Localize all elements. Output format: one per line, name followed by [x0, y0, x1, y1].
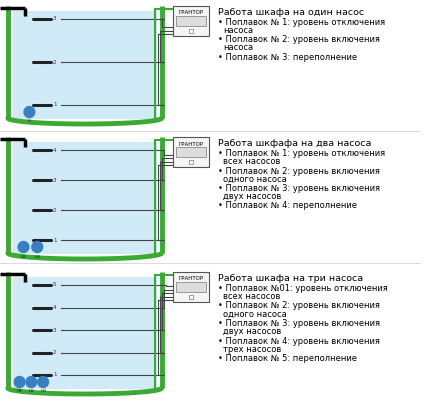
Text: ГРАНТОР: ГРАНТОР: [178, 141, 204, 147]
Circle shape: [14, 376, 25, 388]
FancyBboxPatch shape: [173, 137, 209, 167]
Text: Н2: Н2: [28, 390, 34, 393]
Text: • Поплавок №01: уровень отключения: • Поплавок №01: уровень отключения: [218, 284, 387, 293]
Text: насоса: насоса: [224, 26, 254, 35]
Text: • Поплавок № 4: переполнение: • Поплавок № 4: переполнение: [218, 202, 356, 210]
Text: одного насоса: одного насоса: [224, 310, 287, 318]
Circle shape: [24, 106, 35, 118]
Circle shape: [18, 241, 29, 253]
Circle shape: [38, 376, 49, 388]
Text: • Поплавок № 1: уровень отключения: • Поплавок № 1: уровень отключения: [218, 18, 385, 27]
FancyBboxPatch shape: [189, 160, 193, 164]
Text: Работа шкафа на один насос: Работа шкафа на один насос: [218, 8, 364, 17]
Polygon shape: [13, 277, 157, 389]
Text: • Поплавок № 4: уровень включения: • Поплавок № 4: уровень включения: [218, 337, 379, 345]
Text: 3: 3: [53, 328, 56, 332]
Text: насоса: насоса: [224, 44, 254, 52]
Text: одного насоса: одного насоса: [224, 174, 287, 183]
Text: трех насосов: трех насосов: [224, 345, 282, 353]
Text: 1: 1: [53, 102, 56, 108]
Text: • Поплавок № 2: уровень включения: • Поплавок № 2: уровень включения: [218, 35, 379, 44]
Text: 3: 3: [53, 17, 56, 21]
Text: двух насосов: двух насосов: [224, 192, 282, 201]
Circle shape: [32, 241, 43, 253]
Text: Н: Н: [28, 120, 31, 123]
Text: всех насосов: всех насосов: [224, 292, 281, 301]
Text: 1: 1: [53, 237, 56, 243]
Circle shape: [26, 376, 37, 388]
Text: 2: 2: [53, 60, 56, 64]
Text: 2: 2: [53, 350, 56, 355]
Text: 4: 4: [53, 305, 56, 310]
Text: • Поплавок № 1: уровень отключения: • Поплавок № 1: уровень отключения: [218, 149, 385, 158]
FancyBboxPatch shape: [189, 29, 193, 33]
Text: • Поплавок № 3: переполнение: • Поплавок № 3: переполнение: [218, 53, 357, 62]
FancyBboxPatch shape: [176, 147, 206, 157]
FancyBboxPatch shape: [173, 6, 209, 36]
FancyBboxPatch shape: [176, 282, 206, 292]
Text: Работа шкафа на три насоса: Работа шкафа на три насоса: [218, 274, 363, 283]
Text: • Поплавок № 5: переполнение: • Поплавок № 5: переполнение: [218, 354, 356, 363]
FancyBboxPatch shape: [176, 16, 206, 26]
Text: 4: 4: [53, 147, 56, 152]
Text: Н3: Н3: [40, 390, 46, 393]
Text: 3: 3: [53, 177, 56, 183]
Text: • Поплавок № 3: уровень включения: • Поплавок № 3: уровень включения: [218, 184, 380, 193]
Text: 5: 5: [53, 283, 56, 287]
Text: Н2: Н2: [34, 255, 40, 258]
Text: всех насосов: всех насосов: [224, 157, 281, 166]
Polygon shape: [13, 142, 157, 254]
FancyBboxPatch shape: [189, 295, 193, 299]
Text: 1: 1: [53, 372, 56, 378]
Text: Работа шкфафа на два насоса: Работа шкфафа на два насоса: [218, 139, 371, 148]
Polygon shape: [13, 11, 157, 119]
Text: 2: 2: [53, 208, 56, 212]
Text: ГРАНТОР: ГРАНТОР: [178, 10, 204, 15]
Text: • Поплавок № 2: уровень включения: • Поплавок № 2: уровень включения: [218, 301, 379, 310]
Text: Н1: Н1: [17, 390, 23, 393]
Text: • Поплавок № 2: уровень включения: • Поплавок № 2: уровень включения: [218, 166, 379, 175]
Text: ГРАНТОР: ГРАНТОР: [178, 276, 204, 282]
Text: двух насосов: двух насосов: [224, 327, 282, 336]
Text: • Поплавок № 3: уровень включения: • Поплавок № 3: уровень включения: [218, 319, 380, 328]
Text: Н1: Н1: [21, 255, 27, 258]
FancyBboxPatch shape: [173, 272, 209, 302]
